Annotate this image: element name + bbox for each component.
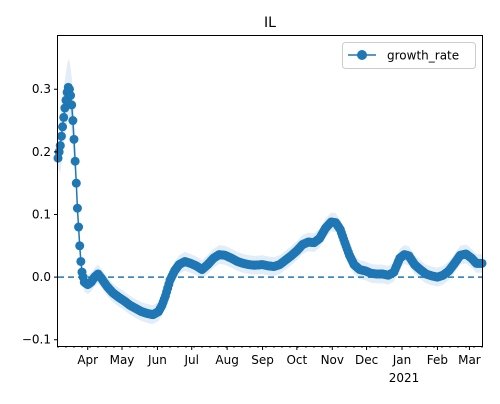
data-point (71, 178, 81, 188)
x-tick-label: Dec (355, 353, 378, 367)
x-tick-label: Oct (286, 353, 307, 367)
y-tick-label: 0.2 (32, 145, 51, 159)
data-point (74, 222, 84, 232)
x-tick-label: Apr (77, 353, 98, 367)
data-point (58, 122, 68, 132)
data-point (67, 100, 77, 110)
x-tick-label: Nov (321, 353, 344, 367)
series-line (57, 85, 482, 316)
legend-label: growth_rate (387, 49, 459, 63)
x-axis-year-label: 2021 (389, 371, 420, 385)
x-tick-label: May (110, 353, 135, 367)
x-tick-label: Jun (147, 353, 167, 367)
confidence-band-layer (58, 59, 482, 325)
data-point (69, 134, 79, 144)
legend-box (342, 42, 476, 69)
data-point (59, 112, 69, 122)
x-tick-label: Mar (458, 353, 481, 367)
data-point (56, 131, 66, 141)
chart-title: IL (264, 15, 276, 31)
y-tick-label: −0.1 (22, 333, 51, 347)
data-point (66, 90, 76, 100)
x-axis: Apr May Jun Jul Aug Sep Oct Nov Dec Jan Feb Mar (57, 346, 483, 367)
y-tick-label: 0.0 (32, 270, 51, 284)
data-point (68, 116, 78, 126)
legend-marker-icon (357, 50, 367, 60)
y-tick-label: 0.3 (32, 82, 51, 96)
x-tick-label: Feb (427, 353, 448, 367)
confidence-band (58, 59, 482, 325)
x-tick-label: Jul (183, 353, 198, 367)
x-tick-label: Jan (392, 353, 412, 367)
y-tick-label: 0.1 (32, 207, 51, 221)
series-layer (53, 82, 487, 320)
legend: growth_rate (342, 42, 476, 69)
x-tick-label: Aug (215, 353, 238, 367)
data-point (76, 256, 86, 266)
y-axis: −0.1 0.0 0.1 0.2 0.3 (22, 82, 58, 347)
plot-frame (57, 35, 483, 347)
data-point (60, 103, 70, 113)
data-point (75, 241, 85, 251)
data-point (72, 203, 82, 213)
data-point (70, 156, 80, 166)
x-tick-label: Sep (251, 353, 274, 367)
data-point (55, 141, 65, 151)
